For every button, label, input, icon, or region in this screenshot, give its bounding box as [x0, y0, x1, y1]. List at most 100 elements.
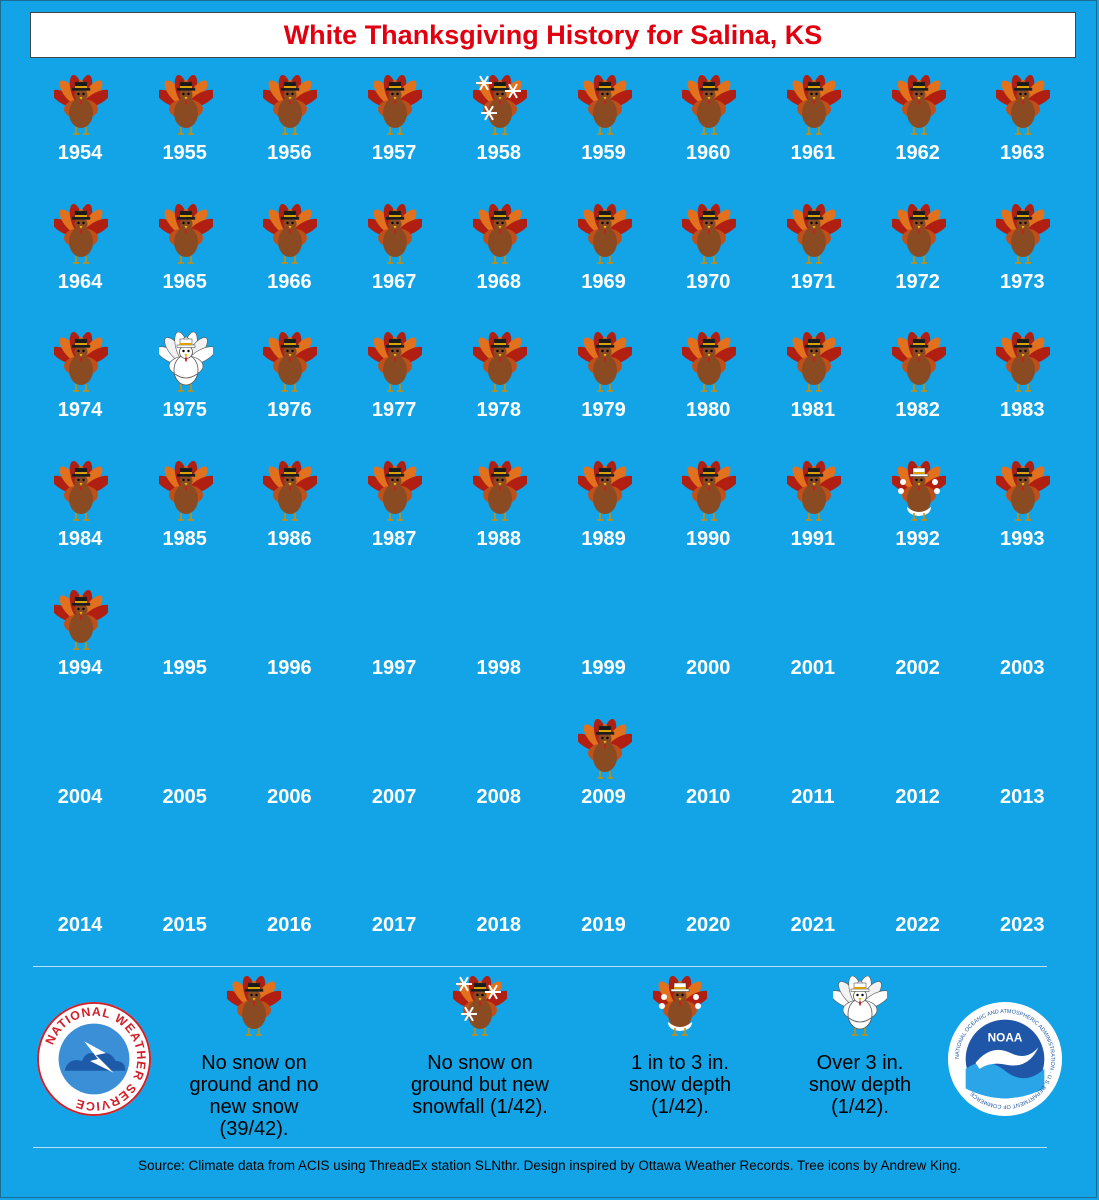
- year-label: 2015: [162, 914, 207, 937]
- turkey-no-snow-icon: [156, 203, 216, 268]
- year-cell: 2016: [239, 847, 339, 957]
- turkey-no-snow-icon: [889, 203, 949, 268]
- year-label: 1979: [581, 399, 626, 422]
- year-cell: 2014: [30, 847, 130, 957]
- year-cell: 1961: [763, 74, 863, 185]
- year-cell: 1976: [239, 332, 339, 442]
- year-cell: 1959: [554, 74, 654, 185]
- turkey-deep-snow-icon: [830, 975, 890, 1040]
- year-label: 2006: [267, 785, 312, 808]
- year-label: 2016: [267, 914, 312, 937]
- year-label: 1963: [1000, 142, 1045, 164]
- year-cell: 1983: [972, 332, 1072, 442]
- year-cell: 1970: [658, 203, 758, 314]
- year-label: 1992: [895, 528, 940, 551]
- year-cell: 1991: [763, 461, 863, 571]
- turkey-no-snow-icon: [470, 332, 530, 396]
- year-label: 2007: [371, 785, 417, 808]
- year-label: 2014: [57, 914, 103, 937]
- legend-item: 1 in to 3 in. snow depth (1/42).: [570, 975, 790, 1118]
- year-label: 2003: [1000, 656, 1045, 679]
- turkey-no-snow-icon: [575, 203, 634, 268]
- turkey-no-snow-icon: [365, 461, 425, 525]
- turkey-no-snow-icon: [51, 332, 111, 396]
- year-label: 1982: [895, 399, 940, 422]
- year-cell: 2020: [658, 847, 758, 957]
- year-label: 1964: [57, 270, 103, 293]
- year-label: 1957: [371, 142, 417, 164]
- year-cell: 1967: [344, 203, 444, 314]
- year-label: 2021: [790, 914, 836, 937]
- year-cell: 1995: [135, 590, 235, 700]
- year-cell: 1977: [344, 332, 444, 442]
- year-cell: 2018: [449, 847, 549, 957]
- year-cell: 2002: [868, 590, 968, 700]
- year-label: 1962: [895, 142, 940, 164]
- turkey-no-snow-icon: [679, 203, 739, 268]
- year-cell: 2010: [658, 719, 758, 829]
- year-label: 2018: [476, 914, 522, 937]
- year-cell: 1985: [135, 461, 235, 571]
- legend-text: 1 in to 3 in. snow depth (1/42).: [628, 1052, 732, 1118]
- year-label: 1987: [371, 528, 417, 551]
- title-box: White Thanksgiving History for Salina, K…: [30, 12, 1076, 58]
- year-label: 2005: [162, 785, 207, 808]
- nws-logo-icon: NATIONAL WEATHER SERVICE: [35, 1000, 153, 1118]
- turkey-no-snow-icon: [224, 975, 284, 1040]
- year-cell: 1988: [449, 461, 549, 571]
- year-cell: 2013: [972, 719, 1072, 829]
- page-title: White Thanksgiving History for Salina, K…: [283, 19, 823, 50]
- year-label: 1965: [162, 270, 207, 293]
- turkey-no-snow-icon: [889, 332, 949, 396]
- year-cell: 2015: [135, 847, 235, 957]
- year-label: 2011: [791, 785, 835, 808]
- year-label: 1977: [371, 399, 417, 422]
- year-cell: 2003: [972, 590, 1072, 700]
- turkey-no-snow-icon: [993, 461, 1053, 525]
- year-grid: 1954 1955 1956 1957 1958 1959 1960 1961 1962 1963…: [30, 74, 1072, 957]
- year-label: 2017: [371, 914, 417, 937]
- turkey-no-snow-icon: [679, 74, 739, 139]
- year-cell: 1980: [658, 332, 758, 442]
- turkey-no-snow-icon: [575, 74, 634, 139]
- year-label: 2008: [476, 785, 522, 808]
- turkey-no-snow-icon: [365, 332, 425, 396]
- year-label: 2000: [685, 656, 731, 679]
- legend-text: No snow on ground and no new snow (39/42…: [189, 1052, 319, 1140]
- year-label: 1972: [895, 270, 940, 293]
- turkey-no-snow-icon: [51, 74, 111, 139]
- year-cell: 1984: [30, 461, 130, 571]
- year-label: 1997: [371, 656, 417, 679]
- year-label: 1998: [476, 656, 522, 679]
- year-label: 2009: [581, 785, 626, 808]
- legend-item: No snow on ground but new snowfall (1/42…: [370, 975, 590, 1118]
- year-cell: 1969: [554, 203, 654, 314]
- turkey-no-snow-icon: [784, 461, 844, 525]
- turkey-no-snow-icon: [784, 203, 844, 268]
- year-label: 1967: [371, 270, 417, 293]
- turkey-no-snow-icon: [470, 461, 530, 525]
- turkey-no-snow-icon: [260, 203, 320, 268]
- year-cell: 1962: [868, 74, 968, 185]
- year-cell: 1957: [344, 74, 444, 185]
- legend-text: No snow on ground but new snowfall (1/42…: [411, 1052, 549, 1118]
- year-cell: 2007: [344, 719, 444, 829]
- source-note: Source: Climate data from ACIS using Thr…: [138, 1158, 961, 1173]
- year-label: 1991: [790, 528, 836, 551]
- year-label: 1956: [267, 142, 312, 164]
- year-cell: 1978: [449, 332, 549, 442]
- year-cell: 1990: [658, 461, 758, 571]
- turkey-no-snow-icon: [784, 74, 844, 139]
- year-cell: 2021: [763, 847, 863, 957]
- year-cell: 1986: [239, 461, 339, 571]
- year-cell: 1997: [344, 590, 444, 700]
- year-cell: 2012: [868, 719, 968, 829]
- turkey-no-snow-icon: [575, 718, 634, 783]
- year-cell: 2005: [135, 719, 235, 829]
- year-cell: 1987: [344, 461, 444, 571]
- year-label: 1995: [162, 656, 207, 679]
- year-label: 2010: [685, 785, 731, 808]
- year-cell: 1954: [30, 74, 130, 185]
- turkey-no-snow-icon: [156, 74, 216, 139]
